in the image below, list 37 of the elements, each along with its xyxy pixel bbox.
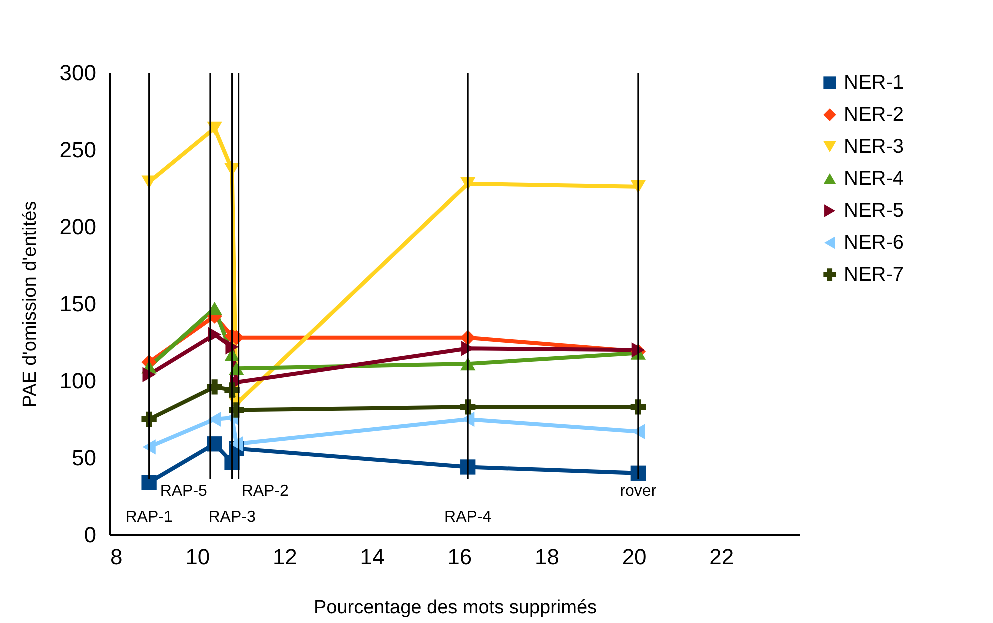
ref-line-label: rover xyxy=(620,483,658,500)
x-tick-label: 14 xyxy=(360,544,385,570)
ref-line-label: RAP-5 xyxy=(160,483,208,500)
point xyxy=(207,122,222,136)
y-tick-label: 50 xyxy=(72,446,96,470)
ref-line-label: RAP-3 xyxy=(208,509,256,526)
y-tick-label: 200 xyxy=(60,214,96,240)
legend-label: NER-6 xyxy=(844,232,904,254)
ref-line-label: RAP-1 xyxy=(126,509,173,526)
y-tick-label: 150 xyxy=(60,292,96,316)
legend-label: NER-4 xyxy=(844,168,904,190)
point xyxy=(207,380,222,395)
y-tick-label: 0 xyxy=(84,522,96,548)
x-tick-label: 18 xyxy=(534,544,560,570)
x-tick-label: 22 xyxy=(710,544,734,570)
y-tick-label: 250 xyxy=(60,138,96,162)
y-tick-label: 300 xyxy=(60,60,96,86)
point xyxy=(207,436,222,452)
x-tick-label: 20 xyxy=(622,544,647,570)
legend-label: NER-2 xyxy=(844,104,904,126)
legend-label: NER-3 xyxy=(844,136,904,158)
legend-label: NER-1 xyxy=(844,72,904,94)
ref-line-label: RAP-2 xyxy=(242,483,290,500)
y-tick-label: 100 xyxy=(60,368,96,394)
legend-label: NER-7 xyxy=(844,264,904,286)
point xyxy=(208,412,222,428)
x-tick-label: 10 xyxy=(186,544,210,570)
x-axis-title: Pourcentage des mots supprimés xyxy=(314,598,598,618)
point xyxy=(460,460,476,475)
x-tick-label: 16 xyxy=(448,544,472,570)
legend-label: NER-5 xyxy=(844,200,904,222)
ref-line-label: RAP-4 xyxy=(444,509,492,526)
point xyxy=(207,302,222,316)
x-tick-label: 12 xyxy=(272,544,298,570)
y-axis-title: PAE d'omission d'entités xyxy=(20,201,41,408)
x-tick-label: 8 xyxy=(110,544,123,570)
point xyxy=(142,475,157,490)
